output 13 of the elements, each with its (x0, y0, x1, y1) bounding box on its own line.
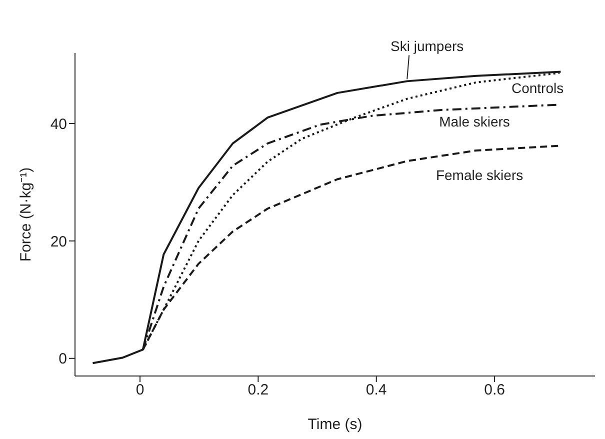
y-tick-label: 0 (58, 350, 67, 368)
x-tick-label: 0 (136, 382, 144, 399)
y-tick-label: 20 (50, 233, 67, 250)
x-tick-label: 0.4 (366, 382, 387, 399)
series-label: Male skiers (439, 114, 510, 130)
x-tick-label: 0.2 (248, 382, 269, 399)
y-tick-label: 40 (50, 116, 67, 133)
x-tick-label: 0.6 (484, 382, 505, 399)
x-axis-title: Time (s) (308, 416, 362, 433)
series-label: Controls (511, 80, 564, 96)
series-label: Ski jumpers (390, 38, 464, 54)
y-axis-title: Force (N·kg⁻¹) (17, 167, 34, 262)
series-label: Female skiers (436, 166, 524, 183)
